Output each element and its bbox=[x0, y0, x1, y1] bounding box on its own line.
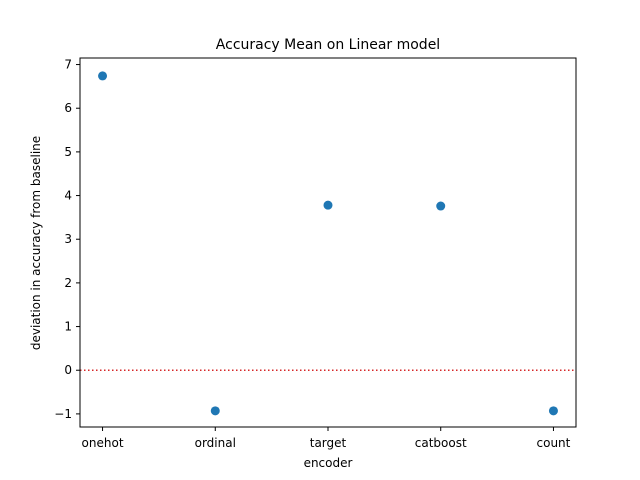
y-axis: −1 0 1 2 3 4 5 6 7 bbox=[54, 58, 80, 421]
y-tick-label: 5 bbox=[64, 145, 72, 159]
plot-area bbox=[80, 71, 576, 416]
data-point-target bbox=[323, 200, 333, 210]
data-point-catboost bbox=[436, 201, 446, 211]
y-axis-label: deviation in accuracy from baseline bbox=[29, 136, 43, 350]
x-tick-label: catboost bbox=[415, 436, 467, 450]
y-tick-label: 7 bbox=[64, 58, 72, 72]
x-tick-label: onehot bbox=[82, 436, 124, 450]
x-tick-label: target bbox=[310, 436, 347, 450]
y-tick-label: 3 bbox=[64, 232, 72, 246]
y-tick-label: 1 bbox=[64, 320, 72, 334]
y-tick-label: 0 bbox=[64, 363, 72, 377]
x-tick-label: ordinal bbox=[195, 436, 236, 450]
chart-title: Accuracy Mean on Linear model bbox=[216, 37, 440, 53]
data-point-onehot bbox=[98, 71, 108, 81]
plot-frame bbox=[79, 57, 577, 428]
y-tick-label: 4 bbox=[64, 189, 72, 203]
data-point-count bbox=[548, 406, 558, 416]
x-tick-label: count bbox=[537, 436, 571, 450]
y-tick-label: −1 bbox=[54, 407, 72, 421]
y-tick-label: 2 bbox=[64, 276, 72, 290]
y-tick-label: 6 bbox=[64, 101, 72, 115]
x-axis-label: encoder bbox=[304, 456, 353, 470]
x-axis: onehot ordinal target catboost count bbox=[82, 427, 571, 450]
data-point-ordinal bbox=[210, 406, 220, 416]
